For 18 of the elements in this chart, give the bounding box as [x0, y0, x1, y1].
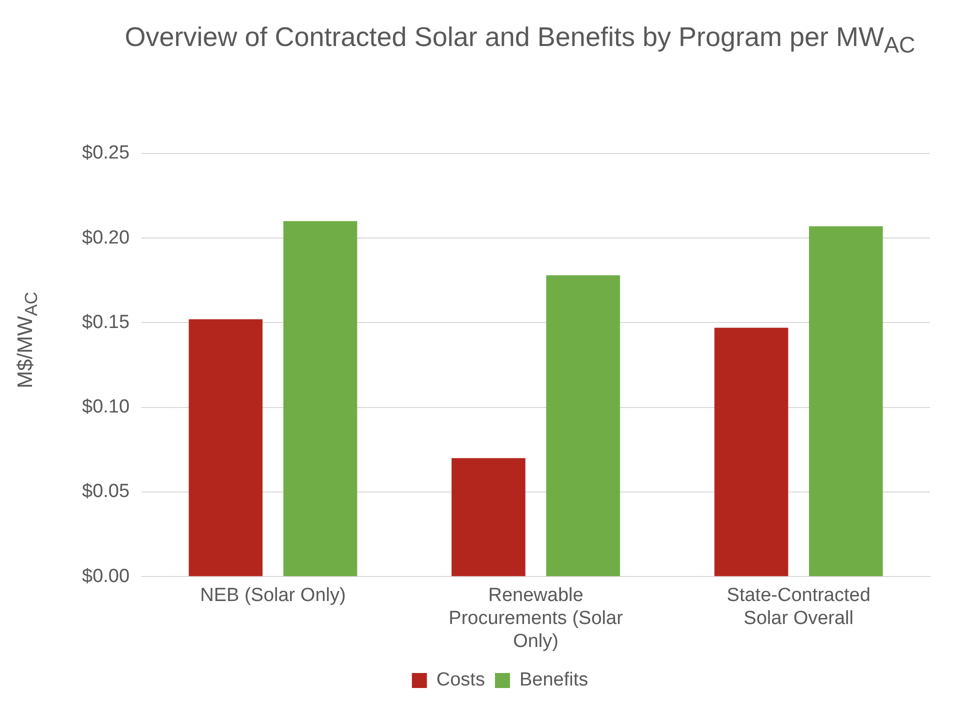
- x-tick-label: Renewable Procurements (Solar Only): [448, 585, 624, 652]
- bar: [546, 275, 620, 576]
- chart-title: Overview of Contracted Solar and Benefits by Program per MW$_{AC}$: [124, 21, 916, 60]
- y-tick-label: $0.10: [82, 396, 130, 418]
- x-tick-label: State-Contracted Solar Overall: [726, 585, 870, 630]
- legend-label: Benefits: [519, 670, 588, 691]
- y-tick-label: $0.20: [82, 227, 130, 248]
- bar: [283, 221, 358, 576]
- y-tick-label: $0.25: [82, 142, 130, 164]
- bar: [452, 458, 526, 576]
- legend-label: Costs: [436, 670, 485, 691]
- y-tick-label: $0.05: [82, 481, 130, 502]
- bar: [188, 319, 263, 576]
- x-tick-label: NEB (Solar Only): [200, 585, 346, 606]
- y-tick-label: $0.15: [82, 312, 130, 333]
- y-tick-label: $0.00: [82, 566, 130, 587]
- bar: [809, 226, 883, 576]
- bar: [714, 328, 788, 576]
